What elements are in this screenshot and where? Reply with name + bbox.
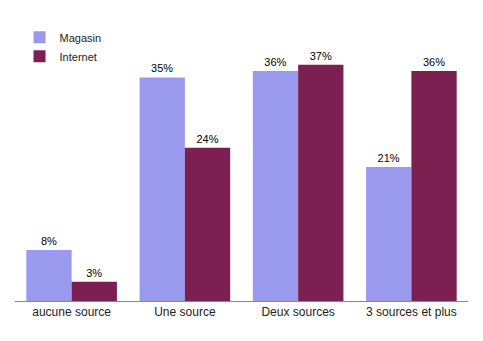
svg-text:37%: 37% bbox=[310, 50, 332, 62]
svg-text:Une source: Une source bbox=[154, 305, 216, 319]
svg-text:Deux sources: Deux sources bbox=[261, 305, 334, 319]
svg-text:aucune source: aucune source bbox=[32, 305, 111, 319]
svg-text:36%: 36% bbox=[423, 56, 445, 68]
svg-text:Internet: Internet bbox=[60, 51, 97, 63]
svg-text:36%: 36% bbox=[264, 56, 286, 68]
svg-text:3%: 3% bbox=[86, 267, 102, 279]
svg-text:24%: 24% bbox=[196, 133, 218, 145]
svg-text:3 sources et plus: 3 sources et plus bbox=[366, 305, 457, 319]
svg-text:21%: 21% bbox=[378, 152, 400, 164]
svg-text:8%: 8% bbox=[41, 235, 57, 247]
svg-text:35%: 35% bbox=[151, 62, 173, 74]
svg-text:Magasin: Magasin bbox=[60, 32, 102, 44]
